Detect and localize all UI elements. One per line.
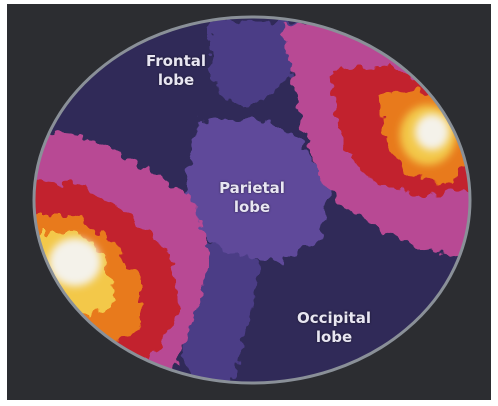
occipital-lobe-label-line1: Occipital (297, 309, 371, 327)
scan-outline (32, 15, 472, 385)
parietal-region (185, 118, 330, 262)
activity-map (34, 17, 470, 383)
parietal-lobe-label-line2: lobe (233, 198, 271, 216)
frontal-lobe-label-line1: Frontal (145, 52, 207, 70)
frontal-lobe-label-line2: lobe (157, 71, 195, 89)
left-peak-core (49, 238, 101, 286)
occipital-lobe-label: Occipital lobe (297, 309, 371, 347)
occipital-lobe-label-line2: lobe (315, 328, 353, 346)
purple-band-upper (210, 20, 305, 110)
parietal-lobe-label: Parietal lobe (219, 179, 285, 217)
parietal-lobe-label-line1: Parietal (219, 179, 285, 197)
frontal-lobe-label: Frontal lobe (146, 52, 206, 90)
right-peak-core (415, 114, 449, 150)
